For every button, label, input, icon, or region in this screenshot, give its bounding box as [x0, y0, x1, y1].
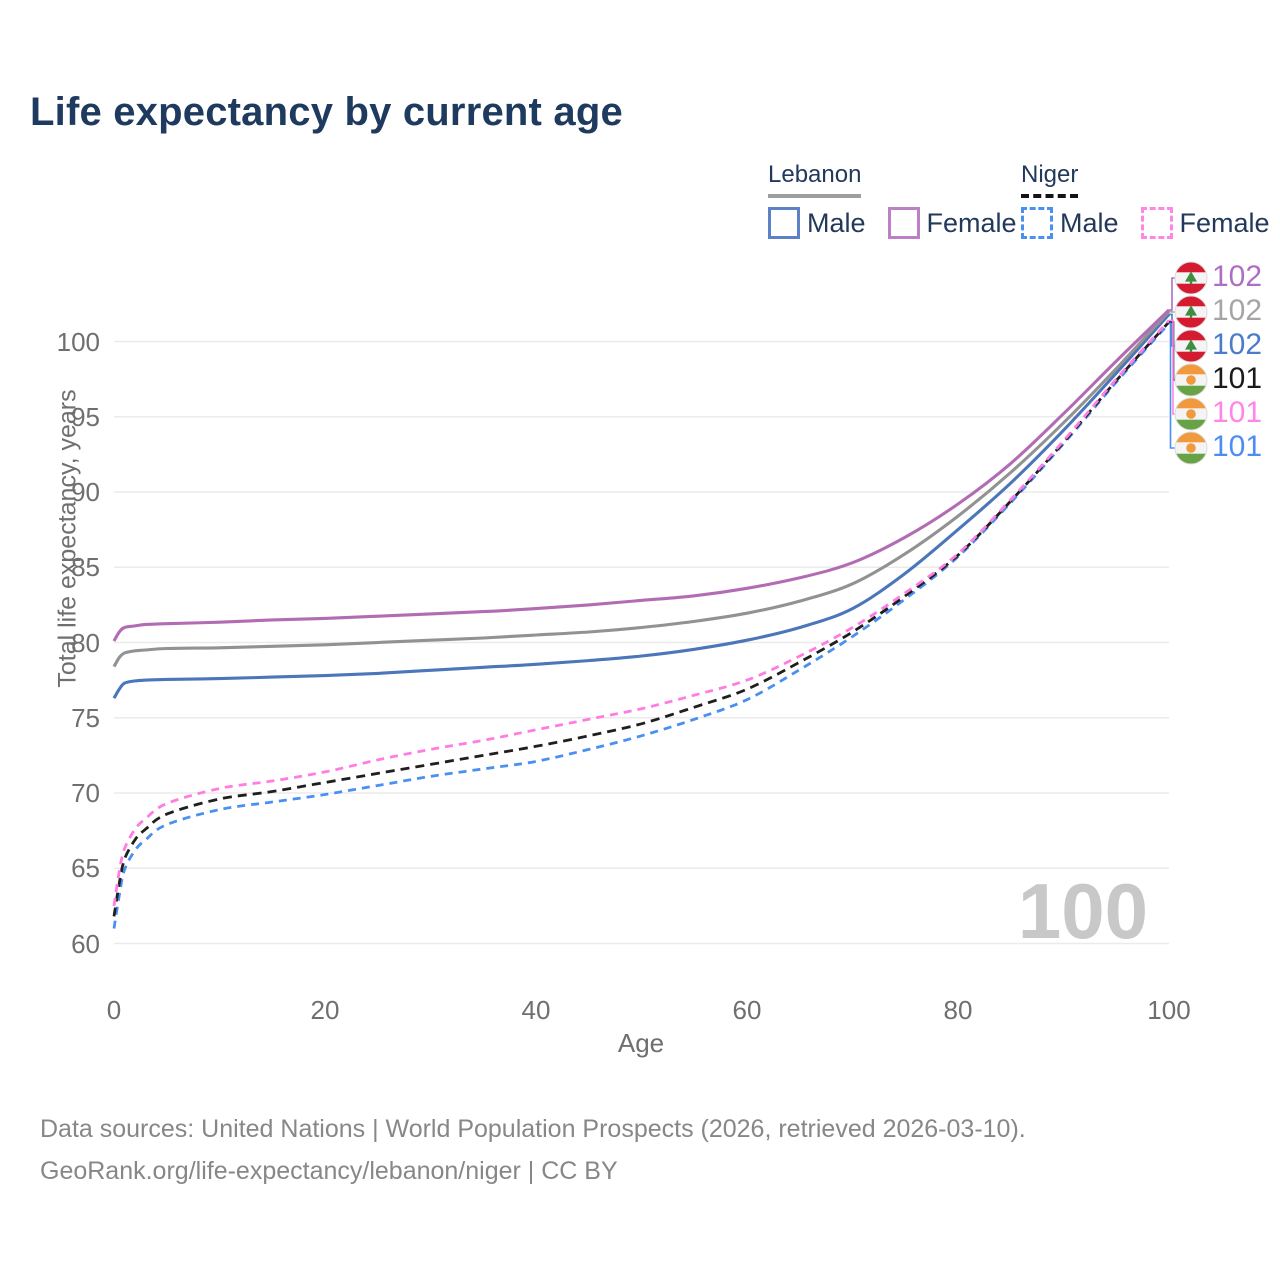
- footer: Data sources: United Nations | World Pop…: [40, 1108, 1026, 1192]
- y-tick-label-70: 70: [71, 778, 100, 808]
- end-label-value-niger-male: 101: [1212, 430, 1263, 463]
- legend-swatch-lebanon-female[interactable]: [887, 207, 920, 239]
- y-tick-label-80: 80: [71, 627, 100, 658]
- series-line-lebanon-female: [112, 308, 1171, 642]
- flag-icon-niger: [1174, 363, 1208, 397]
- legend-label-niger-male[interactable]: Male: [1060, 207, 1119, 238]
- x-axis-title: Age: [617, 1028, 665, 1058]
- x-tick-label-80: 80: [943, 995, 973, 1025]
- legend-group-niger: Niger Male Female: [1021, 161, 1270, 239]
- y-tick-label-60: 60: [71, 928, 100, 959]
- end-label-value-niger-both-sexes: 101: [1212, 362, 1263, 395]
- footer-sources: Data sources: United Nations | World Pop…: [40, 1115, 1026, 1143]
- end-label-value-lebanon-female: 102: [1212, 260, 1263, 293]
- y-tick-label-100: 100: [56, 326, 100, 357]
- x-tick-label-100: 100: [1147, 995, 1191, 1025]
- flag-icon-lebanon: [1174, 295, 1208, 329]
- page-title: Life expectancy by current age: [30, 90, 623, 134]
- connector-line-lebanon-female: [1169, 277, 1175, 311]
- legend-item-lebanon-female[interactable]: Female: [887, 207, 1017, 239]
- series-line-lebanon-male: [112, 313, 1171, 699]
- x-tick-label-60: 60: [732, 995, 762, 1025]
- flag-icon-lebanon: [1174, 261, 1208, 295]
- y-tick-label-90: 90: [71, 477, 100, 507]
- y-tick-label-75: 75: [71, 702, 100, 733]
- footer-attribution: GeoRank.org/life-expectancy/lebanon/nige…: [40, 1157, 618, 1185]
- x-tick-label-0: 0: [106, 995, 122, 1025]
- flag-icon-niger: [1174, 431, 1208, 465]
- legend-item-niger-female[interactable]: Female: [1140, 207, 1270, 239]
- connector-line-niger-female: [1169, 319, 1175, 415]
- legend-item-lebanon-male[interactable]: Male: [768, 207, 866, 239]
- series-line-lebanon-both-sexes: [112, 310, 1171, 668]
- end-label-value-lebanon-both-sexes: 102: [1212, 294, 1263, 327]
- y-tick-label-85: 85: [71, 552, 100, 583]
- x-tick-label-20: 20: [310, 995, 340, 1025]
- legend-group-lebanon: Lebanon Male Female: [768, 161, 1017, 239]
- connector-line-niger-male: [1169, 322, 1175, 449]
- legend-label-lebanon-female[interactable]: Female: [926, 207, 1017, 238]
- end-label-value-niger-female: 101: [1212, 396, 1263, 429]
- series-line-niger-male: [112, 322, 1171, 929]
- legend-swatch-lebanon-male[interactable]: [768, 207, 800, 239]
- flag-icon-niger: [1174, 397, 1208, 431]
- y-tick-label-65: 65: [71, 853, 100, 884]
- legend-group-title-niger: Niger: [1021, 161, 1079, 198]
- y-tick-label-95: 95: [71, 401, 100, 432]
- legend-label-niger-female[interactable]: Female: [1179, 207, 1270, 238]
- legend-item-niger-male[interactable]: Male: [1021, 207, 1119, 239]
- legend-group-title-lebanon: Lebanon: [768, 161, 862, 198]
- legend-label-lebanon-male[interactable]: Male: [807, 207, 866, 238]
- legend-row-lebanon: Male Female: [768, 207, 1017, 239]
- connector-line-lebanon-both-sexes: [1169, 310, 1175, 313]
- age-counter-watermark: 100: [1017, 867, 1148, 955]
- x-tick-label-40: 40: [521, 995, 551, 1025]
- legend-row-niger: Male Female: [1021, 207, 1270, 239]
- series-line-niger-female: [112, 319, 1171, 907]
- end-label-value-lebanon-male: 102: [1212, 328, 1263, 361]
- legend-swatch-niger-female[interactable]: [1140, 207, 1173, 239]
- legend-swatch-niger-male[interactable]: [1021, 207, 1053, 239]
- flag-icon-lebanon: [1174, 329, 1208, 363]
